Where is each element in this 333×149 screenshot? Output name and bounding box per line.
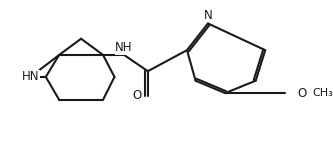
Text: HN: HN bbox=[22, 70, 39, 83]
Text: O: O bbox=[298, 87, 307, 100]
Text: CH₃: CH₃ bbox=[312, 88, 333, 98]
Text: O: O bbox=[132, 89, 141, 103]
Text: NH: NH bbox=[115, 41, 133, 54]
Text: N: N bbox=[203, 8, 212, 22]
